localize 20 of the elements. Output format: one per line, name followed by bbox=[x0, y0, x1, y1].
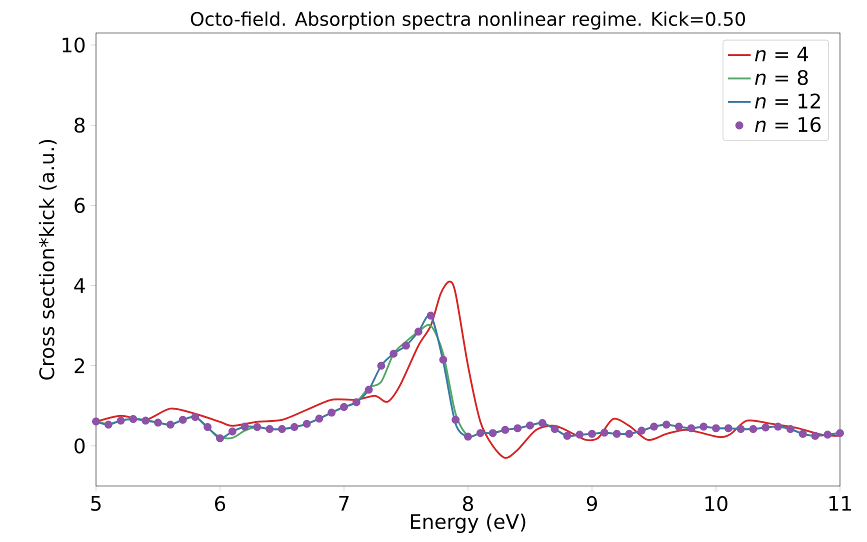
legend-label: n = 4 bbox=[755, 46, 808, 62]
legend-label: n = 16 bbox=[755, 116, 821, 132]
x-tick-label: 6 bbox=[215, 496, 226, 512]
legend-label: n = 12 bbox=[755, 93, 820, 108]
x-tick-label: 5 bbox=[91, 496, 101, 511]
y-tick-label: 4 bbox=[74, 278, 85, 293]
y-tick-label: 6 bbox=[74, 198, 85, 213]
x-tick-label: 11 bbox=[829, 496, 851, 511]
y-tick-label: 2 bbox=[74, 358, 84, 374]
y-axis-title: Cross section*kick (a.u.) bbox=[38, 140, 57, 380]
x-tick-label: 7 bbox=[339, 496, 349, 511]
x-tick-label: 10 bbox=[705, 496, 728, 512]
legend-label: n = 8 bbox=[755, 70, 808, 86]
y-tick-label: 0 bbox=[74, 438, 85, 454]
y-tick-label: 8 bbox=[74, 118, 85, 133]
x-tick-label: 9 bbox=[586, 496, 597, 512]
chart-title: Octo-field. Absorption spectra nonlinear regime. Kick=0.50 bbox=[190, 12, 745, 30]
y-tick-label: 10 bbox=[62, 37, 85, 53]
x-tick-label: 8 bbox=[463, 496, 473, 512]
x-axis-title: Energy (eV) bbox=[410, 514, 526, 533]
